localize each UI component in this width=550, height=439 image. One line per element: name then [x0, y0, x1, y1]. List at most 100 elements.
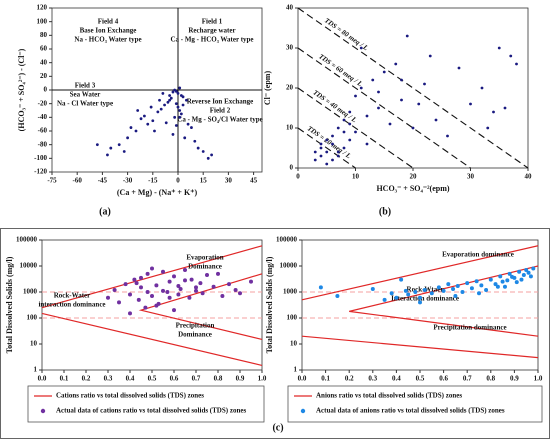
data-point	[176, 105, 180, 109]
annotation: Dominance	[188, 263, 222, 271]
y-tick-label: 20	[40, 72, 48, 80]
data-point	[187, 295, 192, 300]
data-point	[354, 94, 357, 98]
data-point	[446, 134, 449, 138]
data-point	[389, 291, 394, 296]
data-point	[505, 278, 510, 283]
y-tick-label: -60	[38, 127, 48, 135]
data-point	[399, 277, 404, 282]
data-point	[365, 142, 369, 146]
x-tick-label: 0.8	[214, 375, 223, 383]
data-point	[179, 112, 183, 116]
legend-marker	[300, 408, 306, 414]
data-point	[488, 277, 493, 282]
annotation: Reverse Ion Exchange	[187, 98, 254, 106]
data-point	[216, 271, 220, 276]
data-point	[498, 274, 503, 279]
panel-label: (b)	[379, 206, 391, 217]
data-point	[403, 288, 408, 293]
y-tick-label: 30	[286, 44, 294, 52]
y-axis-label: Total Dissolved Solids (mg/l)	[5, 256, 14, 353]
data-point	[394, 62, 398, 66]
data-point	[354, 130, 357, 134]
data-point	[348, 138, 352, 142]
data-point	[168, 94, 172, 97]
zone-boundary	[41, 245, 263, 309]
x-tick-label: 30	[467, 173, 475, 181]
x-tick-label: 0	[176, 177, 180, 185]
data-point	[457, 66, 461, 70]
y-axis-label: Total Dissolved Solids (mg/l)	[265, 256, 274, 353]
data-point	[227, 282, 231, 287]
x-tick-label: 0.3	[104, 375, 113, 383]
data-point	[172, 308, 176, 313]
data-point	[335, 294, 340, 299]
data-point	[469, 102, 472, 106]
data-point	[365, 114, 369, 118]
y-tick-label: 100000	[276, 236, 298, 244]
data-point	[178, 287, 183, 292]
data-point	[159, 107, 163, 111]
annotation: Base Ion Exchange	[80, 27, 137, 35]
y-tick-label: 100	[27, 314, 38, 322]
data-point	[136, 297, 141, 302]
x-tick-label: 1.0	[258, 375, 267, 383]
x-tick-label: 0.7	[192, 375, 201, 383]
data-point	[486, 126, 490, 130]
y-tick-label: 20	[286, 84, 294, 92]
data-point	[469, 286, 474, 291]
data-point	[531, 266, 536, 271]
data-point	[325, 138, 329, 142]
annotation: Ca - Mg - HCO₃ Water type	[170, 36, 253, 44]
x-tick-label: 0.4	[392, 375, 401, 383]
data-point	[313, 158, 317, 162]
data-point	[526, 270, 531, 275]
legend-label: Actual data of cations ratio vs total di…	[56, 407, 246, 415]
data-point	[134, 129, 138, 133]
data-point	[359, 86, 363, 90]
data-point	[331, 134, 334, 138]
data-point	[436, 285, 441, 290]
y-tick-label: 40	[286, 4, 294, 12]
data-point	[238, 291, 242, 296]
data-point	[181, 103, 185, 107]
data-point	[325, 150, 329, 154]
data-point	[145, 271, 150, 276]
data-point	[418, 295, 422, 300]
data-point	[178, 115, 182, 119]
data-point	[166, 100, 170, 104]
data-point	[336, 154, 340, 158]
data-point	[183, 268, 187, 273]
data-point	[126, 136, 129, 140]
data-point	[161, 269, 165, 274]
data-point	[517, 269, 522, 274]
x-tick-label: 0.2	[82, 375, 91, 383]
data-point	[178, 86, 182, 90]
data-point	[117, 143, 121, 147]
annotation: Precipitation	[176, 322, 215, 330]
data-point	[95, 143, 99, 147]
data-point	[189, 277, 194, 282]
data-point	[128, 292, 132, 297]
data-point	[484, 287, 489, 292]
y-tick-label: 120	[37, 4, 48, 12]
x-tick-label: 0.0	[38, 375, 47, 383]
x-tick-label: 0.1	[60, 375, 69, 383]
data-point	[318, 285, 323, 290]
data-point	[313, 150, 317, 154]
y-tick-label: 0	[290, 164, 294, 172]
y-tick-label: 1	[34, 366, 38, 374]
data-point	[193, 139, 197, 143]
y-axis-label: Cl⁻ (epm)	[263, 71, 272, 106]
x-tick-label: 1.0	[534, 375, 543, 383]
data-point	[371, 78, 375, 82]
annotation: Na - HCO₃ Water type	[74, 36, 141, 44]
data-point	[198, 281, 203, 286]
data-point	[186, 122, 190, 126]
data-point	[331, 142, 334, 146]
y-tick-label: 100	[287, 314, 298, 322]
data-point	[479, 283, 484, 288]
data-point	[493, 282, 498, 287]
data-point	[405, 34, 409, 38]
